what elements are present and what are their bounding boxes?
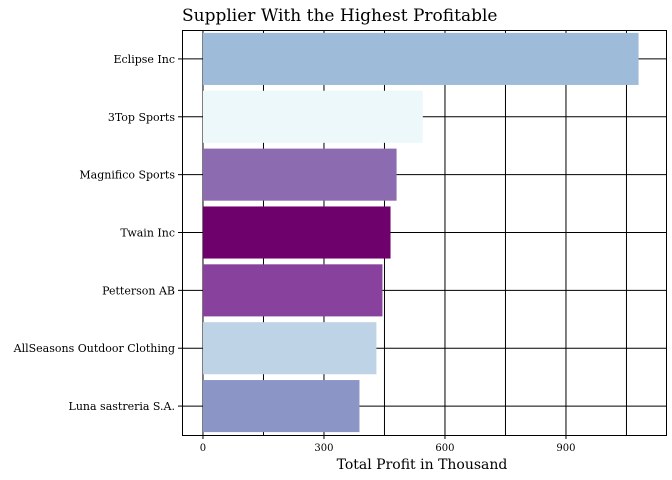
category-label: Magnifico Sports	[79, 169, 175, 182]
category-labels: Eclipse Inc 3Top Sports Magnifico Sports Tw…	[13, 53, 182, 413]
category-label: AllSeasons Outdoor Clothing	[13, 342, 175, 355]
bar	[202, 322, 377, 375]
category-label: Luna sastreria S.A.	[69, 400, 175, 413]
bars	[202, 32, 639, 433]
bar	[202, 206, 391, 259]
x-tick-label: 300	[314, 443, 333, 454]
bar	[202, 380, 360, 433]
category-label: Eclipse Inc	[113, 53, 175, 66]
chart-title: Supplier With the Highest Profitable	[182, 6, 497, 26]
x-axis-ticks: 0 300 600 900	[200, 435, 576, 454]
x-tick-label: 900	[556, 443, 575, 454]
category-label: 3Top Sports	[108, 111, 176, 124]
x-tick-label: 0	[200, 443, 206, 454]
bar	[202, 32, 639, 85]
x-tick-label: 600	[435, 443, 454, 454]
bar	[202, 90, 423, 143]
category-label: Twain Inc	[120, 227, 175, 240]
plot-border	[182, 30, 667, 436]
category-label: Petterson AB	[102, 284, 175, 297]
x-axis-title: Total Profit in Thousand	[337, 457, 508, 473]
bar	[202, 148, 397, 201]
bar	[202, 264, 383, 317]
